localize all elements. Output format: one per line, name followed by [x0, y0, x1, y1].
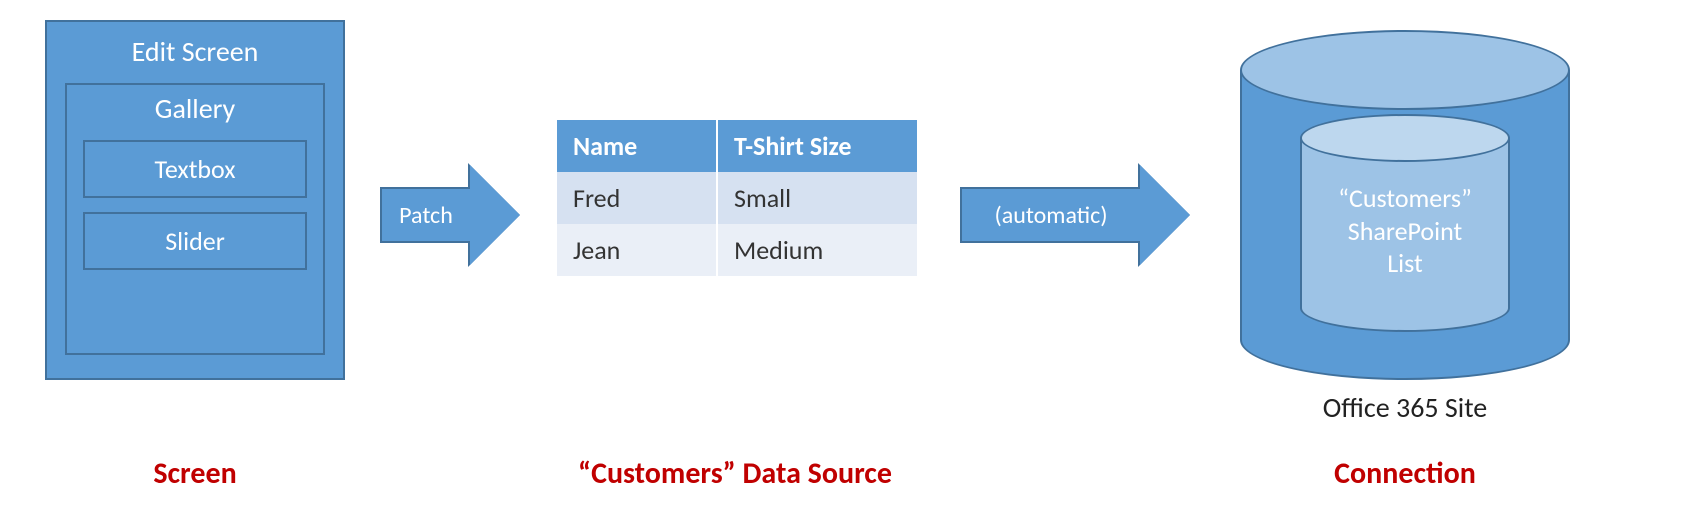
gallery-label: Gallery: [67, 91, 323, 126]
cell-size: Medium: [717, 224, 917, 276]
inner-cyl-line: List: [1387, 247, 1422, 280]
cylinder-top: [1240, 30, 1570, 110]
arrow-automatic-label: (automatic): [960, 187, 1140, 243]
table-row: Fred Small: [557, 172, 917, 224]
arrow-head-icon: [470, 165, 520, 265]
inner-cyl-line: “Customers”: [1338, 182, 1472, 215]
connection-cylinder: “Customers” SharePoint List: [1240, 30, 1570, 370]
slider-node: Slider: [83, 212, 307, 270]
arrow-patch: Patch: [380, 165, 520, 265]
diagram-canvas: Edit Screen Gallery Textbox Slider Patch…: [0, 0, 1708, 509]
inner-cyl-line: SharePoint: [1348, 215, 1462, 248]
inner-cylinder-body: “Customers” SharePoint List: [1300, 138, 1510, 308]
label-connection: Connection: [1240, 455, 1570, 492]
cell-name: Fred: [557, 172, 717, 224]
gallery-box: Gallery Textbox Slider: [65, 83, 325, 355]
table-header-row: Name T-Shirt Size: [557, 120, 917, 172]
cell-name: Jean: [557, 224, 717, 276]
label-datasource: “Customers” Data Source: [500, 455, 970, 492]
customers-table: Name T-Shirt Size Fred Small Jean Medium: [557, 120, 917, 276]
inner-cylinder-top: [1300, 114, 1510, 162]
screen-panel-title: Edit Screen: [47, 34, 343, 69]
col-size: T-Shirt Size: [717, 120, 917, 172]
arrow-patch-label: Patch: [380, 187, 470, 243]
col-name: Name: [557, 120, 717, 172]
cell-size: Small: [717, 172, 917, 224]
arrow-head-icon: [1140, 165, 1190, 265]
arrow-automatic: (automatic): [960, 165, 1190, 265]
table-row: Jean Medium: [557, 224, 917, 276]
screen-panel: Edit Screen Gallery Textbox Slider: [45, 20, 345, 380]
label-screen: Screen: [45, 455, 345, 492]
textbox-node: Textbox: [83, 140, 307, 198]
cylinder-caption: Office 365 Site: [1240, 390, 1570, 425]
